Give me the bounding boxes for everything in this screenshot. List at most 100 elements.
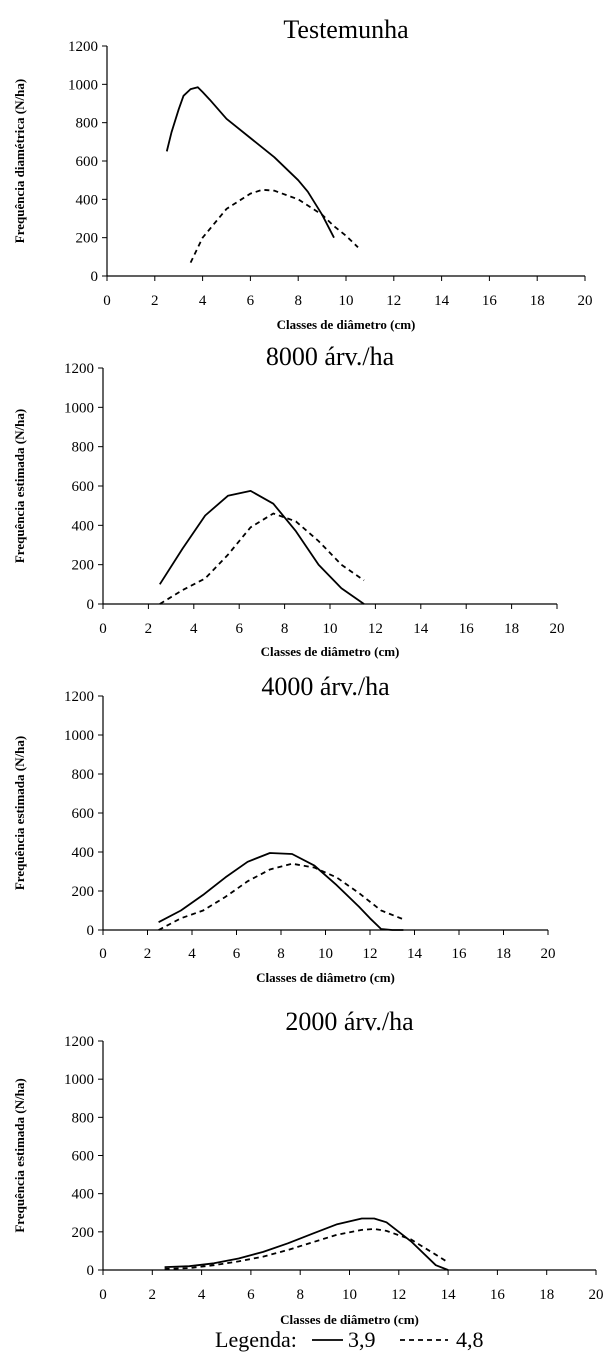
y-axis-label: Frequência estimada (N/ha) <box>12 1078 27 1232</box>
chart-title: Testemunha <box>283 15 409 44</box>
y-tick-label: 0 <box>87 1263 95 1279</box>
y-tick-label: 1000 <box>64 1072 94 1088</box>
series-line-1 <box>165 86 335 239</box>
y-tick-label: 1000 <box>64 728 94 744</box>
x-tick-label: 6 <box>247 1287 255 1303</box>
series-line-2 <box>164 1228 449 1270</box>
y-tick-label: 1200 <box>64 689 94 705</box>
x-tick-label: 16 <box>482 293 498 309</box>
x-tick-label: 12 <box>368 621 383 637</box>
chart-title: 2000 árv./ha <box>285 1007 414 1036</box>
y-tick-label: 400 <box>72 845 95 861</box>
y-tick-label: 0 <box>87 597 95 613</box>
series-line-1 <box>164 1217 449 1271</box>
x-tick-label: 4 <box>188 946 196 962</box>
y-tick-label: 600 <box>72 806 95 822</box>
x-axis-label: Classes de diâmetro (cm) <box>256 970 395 985</box>
legend-label-solid: 3,9 <box>348 1327 376 1352</box>
x-tick-label: 0 <box>99 1287 107 1303</box>
y-tick-label: 1000 <box>64 400 94 416</box>
x-axis-label: Classes de diâmetro (cm) <box>277 317 416 332</box>
x-tick-label: 12 <box>363 946 378 962</box>
x-tick-label: 12 <box>391 1287 406 1303</box>
x-tick-label: 16 <box>459 621 475 637</box>
x-tick-label: 0 <box>99 621 107 637</box>
series-line-2 <box>159 512 365 605</box>
chart-panel-1: Testemunha 0 200 400 600 800 1000 1200 0 2 4 6 8 10 12… <box>12 15 593 332</box>
x-tick-label: 10 <box>342 1287 357 1303</box>
x-tick-label: 10 <box>323 621 338 637</box>
y-tick-label: 400 <box>72 1187 95 1203</box>
x-tick-label: 8 <box>281 621 289 637</box>
x-tick-label: 8 <box>277 946 285 962</box>
x-tick-label: 20 <box>578 293 593 309</box>
legend: Legenda: 3,9 4,8 <box>215 1327 484 1352</box>
y-axis-label: Frequência estimada (N/ha) <box>12 409 27 563</box>
y-tick-label: 800 <box>72 767 95 783</box>
y-tick-label: 0 <box>87 923 95 939</box>
legend-prefix: Legenda: <box>215 1327 297 1352</box>
series-line-2 <box>189 188 359 263</box>
x-tick-label: 2 <box>145 621 153 637</box>
chart-title: 8000 árv./ha <box>266 342 395 371</box>
y-tick-label: 1200 <box>64 361 94 377</box>
chart-panel-4: 2000 árv./ha 0 200 400 600 800 1000 1200 0 2 4 6 8 10… <box>12 1007 604 1327</box>
legend-label-dashed: 4,8 <box>456 1327 484 1352</box>
chart-panel-3: 4000 árv./ha 0 200 400 600 800 1000 1200 0 2 4 6 8 10… <box>12 672 556 985</box>
y-axis-label: Frequência diamétrica (N/ha) <box>12 79 27 243</box>
y-tick-label: 800 <box>72 440 95 456</box>
y-tick-label: 600 <box>72 479 95 495</box>
x-tick-label: 2 <box>144 946 152 962</box>
y-tick-label: 800 <box>72 1110 95 1126</box>
x-tick-label: 18 <box>496 946 511 962</box>
x-tick-label: 0 <box>99 946 107 962</box>
x-tick-label: 6 <box>233 946 241 962</box>
series-line-1 <box>159 490 365 605</box>
y-tick-label: 400 <box>72 518 95 534</box>
x-tick-label: 18 <box>530 293 545 309</box>
x-tick-label: 6 <box>235 621 243 637</box>
x-tick-label: 8 <box>294 293 302 309</box>
x-tick-label: 18 <box>539 1287 554 1303</box>
x-tick-label: 12 <box>386 293 401 309</box>
x-axis-label: Classes de diâmetro (cm) <box>280 1312 419 1327</box>
x-tick-label: 20 <box>589 1287 604 1303</box>
x-tick-label: 20 <box>541 946 556 962</box>
x-tick-label: 2 <box>151 293 159 309</box>
y-tick-label: 1200 <box>64 1034 94 1050</box>
x-tick-label: 14 <box>434 293 450 309</box>
x-tick-label: 14 <box>407 946 423 962</box>
x-tick-label: 4 <box>198 1287 206 1303</box>
x-tick-label: 10 <box>339 293 354 309</box>
series-line-2 <box>158 862 404 931</box>
x-tick-label: 6 <box>247 293 255 309</box>
y-tick-label: 800 <box>76 116 99 132</box>
y-tick-label: 600 <box>76 154 99 170</box>
x-tick-label: 0 <box>103 293 111 309</box>
y-tick-label: 200 <box>72 558 95 574</box>
y-tick-label: 600 <box>72 1149 95 1165</box>
y-tick-label: 200 <box>72 884 95 900</box>
y-tick-label: 1000 <box>68 77 98 93</box>
chart-panel-2: 8000 árv./ha 0 200 400 600 800 1000 1200 0 2 4 6 8 10… <box>12 342 565 659</box>
y-tick-label: 200 <box>76 231 99 247</box>
x-tick-label: 14 <box>413 621 429 637</box>
y-tick-label: 0 <box>91 269 99 285</box>
x-tick-label: 4 <box>190 621 198 637</box>
x-tick-label: 16 <box>490 1287 506 1303</box>
x-axis-label: Classes de diâmetro (cm) <box>261 644 400 659</box>
y-tick-label: 400 <box>76 192 99 208</box>
y-tick-label: 1200 <box>68 39 98 55</box>
x-tick-label: 2 <box>149 1287 157 1303</box>
x-tick-label: 18 <box>504 621 519 637</box>
series-line-1 <box>158 852 404 931</box>
chart-title: 4000 árv./ha <box>261 672 390 701</box>
x-tick-label: 10 <box>318 946 333 962</box>
x-tick-label: 16 <box>452 946 468 962</box>
y-axis-label: Frequência estimada (N/ha) <box>12 736 27 890</box>
x-tick-label: 14 <box>441 1287 457 1303</box>
y-tick-label: 200 <box>72 1225 95 1241</box>
x-tick-label: 8 <box>296 1287 304 1303</box>
